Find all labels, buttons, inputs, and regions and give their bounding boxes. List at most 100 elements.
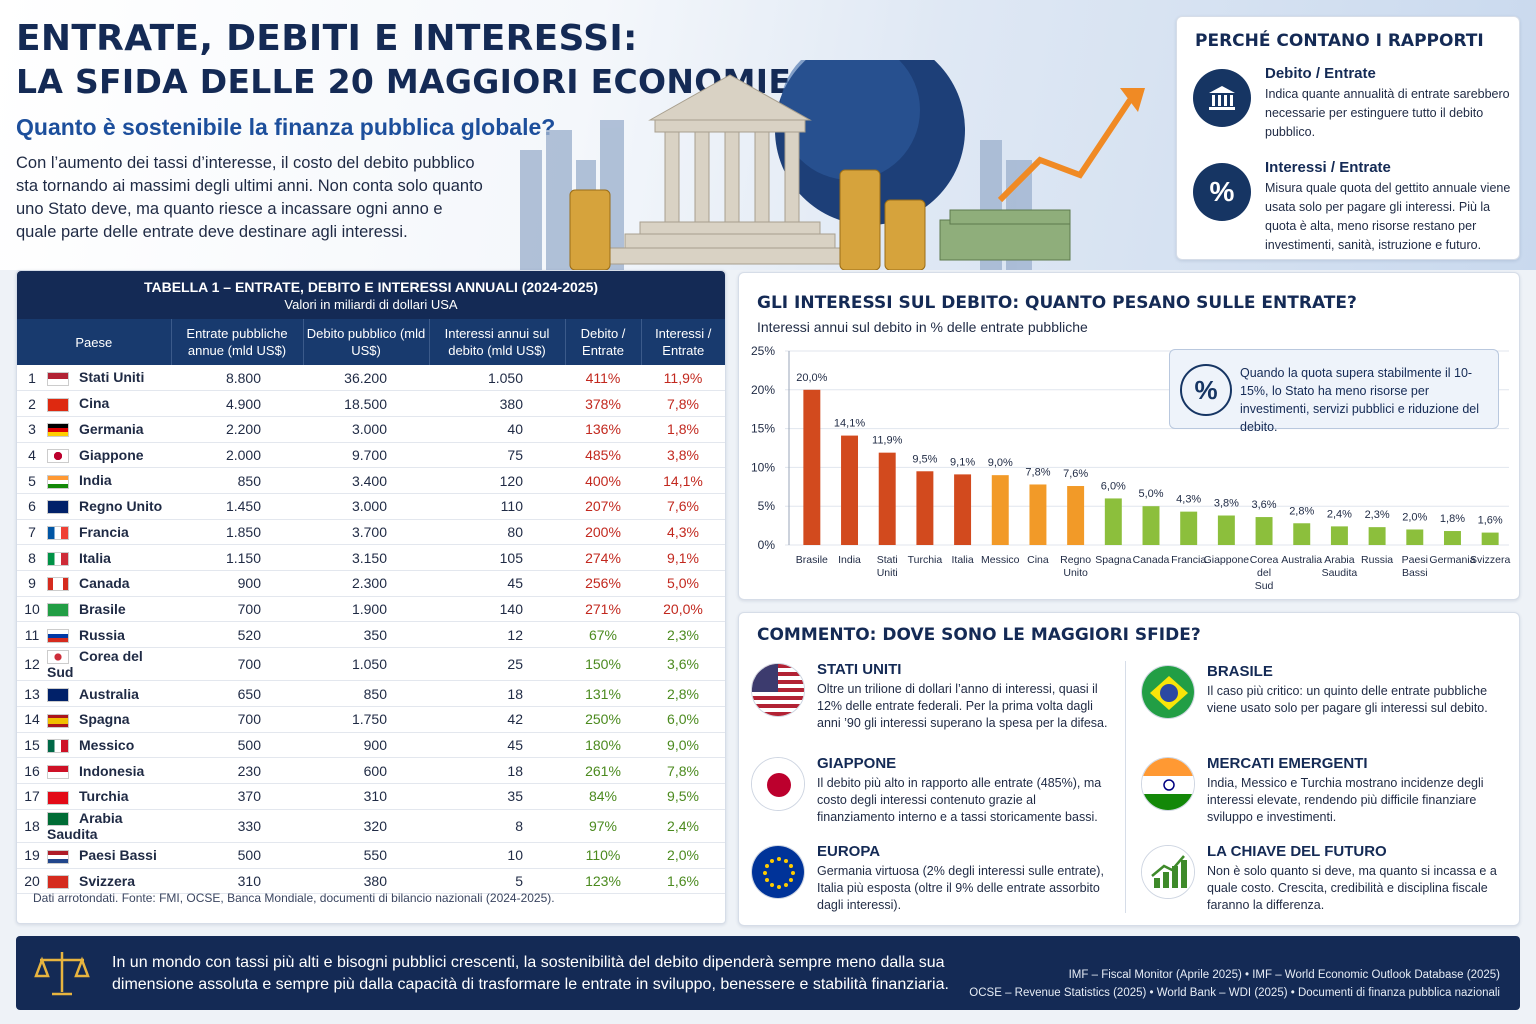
country-cell: Russia xyxy=(47,621,171,649)
debt-cell: 1.900 xyxy=(303,596,429,623)
usa-flag-icon xyxy=(751,663,805,717)
table-row: 5 India 850 3.400 120 400% 14,1% xyxy=(17,467,725,494)
rank-cell: 18 xyxy=(17,809,47,844)
finance-illustration xyxy=(520,60,1145,270)
comment-item-text: Oltre un trilione di dollari l’anno di i… xyxy=(817,682,1108,730)
comment-item-text: India, Messico e Turchia mostrano incide… xyxy=(1207,776,1484,824)
coin-stacks xyxy=(569,169,926,270)
country-name: India xyxy=(79,472,112,489)
country-flag-icon xyxy=(47,397,69,412)
revenue-cell: 700 xyxy=(171,706,303,733)
comment-item-title: BRASILE xyxy=(1207,663,1273,680)
country-flag-icon xyxy=(47,739,69,754)
rank-cell: 4 xyxy=(17,442,47,469)
country-flag-icon xyxy=(47,650,69,665)
country-name: Germania xyxy=(79,421,144,438)
page-title-line2: LA SFIDA DELLE 20 MAGGIORI ECONOMIE xyxy=(16,62,792,101)
chart-title: GLI INTERESSI SUL DEBITO: QUANTO PESANO … xyxy=(757,293,1357,313)
interest-ratio-cell: 1,8% xyxy=(641,416,725,443)
table-row: 17 Turchia 370 310 35 84% 9,5% xyxy=(17,783,725,810)
country-flag-icon xyxy=(47,812,69,827)
bar xyxy=(1255,517,1273,545)
debt-cell: 850 xyxy=(303,680,429,708)
interest-ratio-cell: 7,8% xyxy=(641,757,725,785)
interest-cell: 1.050 xyxy=(429,365,565,392)
rank-cell: 19 xyxy=(17,842,47,869)
country-cell: Svizzera xyxy=(47,868,171,895)
country-flag-icon xyxy=(47,577,69,592)
revenue-cell: 1.450 xyxy=(171,493,303,520)
revenue-cell: 500 xyxy=(171,732,303,759)
revenue-cell: 370 xyxy=(171,783,303,810)
interest-ratio-cell: 9,0% xyxy=(641,732,725,759)
revenue-cell: 310 xyxy=(171,868,303,895)
debt-ratio-cell: 411% xyxy=(565,365,641,392)
y-tick-label: 5% xyxy=(758,499,776,513)
y-tick-label: 25% xyxy=(751,344,775,358)
debt-ratio-cell: 180% xyxy=(565,732,641,759)
x-tick-label: Brasile xyxy=(796,554,828,566)
chart-callout: % Quando la quota supera stabilmente il … xyxy=(1169,349,1499,434)
bar-value-label: 3,6% xyxy=(1252,499,1277,511)
bar xyxy=(1330,526,1348,545)
country-flag-icon xyxy=(47,526,69,541)
country-flag-icon xyxy=(47,423,69,438)
country-name: Italia xyxy=(79,549,111,566)
scales-icon xyxy=(34,952,90,996)
revenue-cell: 520 xyxy=(171,621,303,649)
column-divider xyxy=(1125,661,1126,913)
debt-ratio-cell: 378% xyxy=(565,390,641,417)
comment-card: COMMENTO: DOVE SONO LE MAGGIORI SFIDE? S… xyxy=(738,612,1520,926)
interest-cell: 8 xyxy=(429,809,565,844)
rank-cell: 2 xyxy=(17,390,47,417)
debt-ratio-cell: 67% xyxy=(565,621,641,649)
table-row: 8 Italia 1.150 3.150 105 274% 9,1% xyxy=(17,544,725,571)
bar xyxy=(1481,532,1499,545)
interest-ratio-cell: 1,6% xyxy=(641,868,725,895)
country-cell: Australia xyxy=(47,680,171,708)
bar-value-label: 1,8% xyxy=(1440,513,1465,525)
japan-flag-icon xyxy=(751,757,805,811)
debt-ratio-cell: 84% xyxy=(565,783,641,810)
interest-cell: 75 xyxy=(429,442,565,469)
x-tick-label: Paesi Bassi xyxy=(1402,554,1428,579)
page-subtitle: Quanto è sostenibile la finanza pubblica… xyxy=(16,114,556,140)
revenue-cell: 700 xyxy=(171,647,303,682)
country-flag-icon xyxy=(47,628,69,643)
bar-value-label: 1,6% xyxy=(1478,515,1503,527)
interest-ratio-cell: 7,6% xyxy=(641,493,725,520)
rank-cell: 8 xyxy=(17,544,47,571)
bar-value-label: 2,0% xyxy=(1402,511,1427,523)
country-flag-icon xyxy=(47,790,69,805)
rank-cell: 9 xyxy=(17,570,47,597)
revenue-cell: 850 xyxy=(171,467,303,494)
interest-cell: 110 xyxy=(429,493,565,520)
interest-ratio-cell: 4,3% xyxy=(641,519,725,546)
country-flag-icon xyxy=(47,449,69,464)
debt-ratio-cell: 136% xyxy=(565,416,641,443)
comment-item-title: STATI UNITI xyxy=(817,661,902,678)
interest-ratio-cell: 14,1% xyxy=(641,467,725,494)
rank-cell: 5 xyxy=(17,467,47,494)
rank-cell: 16 xyxy=(17,757,47,785)
chart-callout-text: Quando la quota supera stabilmente il 10… xyxy=(1240,366,1480,434)
interest-cell: 12 xyxy=(429,621,565,649)
bar xyxy=(1293,523,1311,545)
interest-cell: 45 xyxy=(429,732,565,759)
country-name: Russia xyxy=(79,626,125,643)
country-flag-icon xyxy=(47,371,69,386)
why-item-text: Indica quante annualità di entrate sareb… xyxy=(1265,87,1510,139)
revenue-cell: 900 xyxy=(171,570,303,597)
country-cell: Cina xyxy=(47,390,171,417)
x-tick-label: Spagna xyxy=(1095,554,1131,566)
rank-cell: 12 xyxy=(17,647,47,682)
comment-item-title: LA CHIAVE DEL FUTURO xyxy=(1207,843,1387,860)
x-tick-label: Germania xyxy=(1429,554,1475,566)
comment-item-text: Il debito più alto in rapporto alle entr… xyxy=(817,776,1102,824)
rank-cell: 6 xyxy=(17,493,47,520)
rank-cell: 11 xyxy=(17,621,47,649)
country-cell: Canada xyxy=(47,570,171,597)
country-flag-icon xyxy=(47,551,69,566)
country-cell: Paesi Bassi xyxy=(47,842,171,869)
revenue-cell: 650 xyxy=(171,680,303,708)
